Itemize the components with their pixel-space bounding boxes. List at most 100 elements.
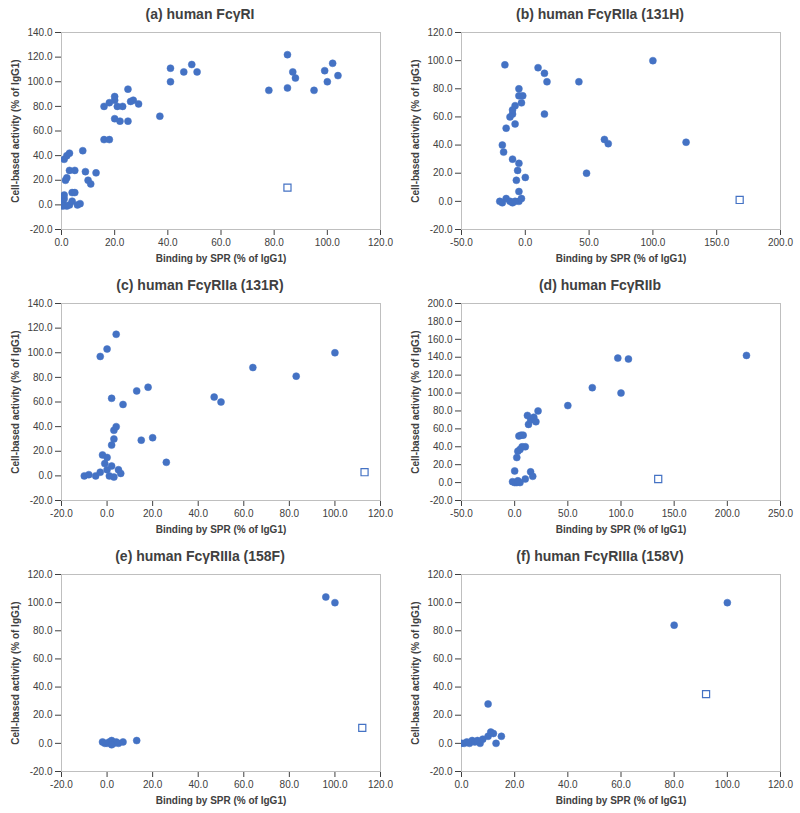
svg-text:60.0: 60.0 — [33, 653, 53, 664]
svg-text:Cell-based activity (% of IgG1: Cell-based activity (% of IgG1) — [9, 59, 20, 202]
svg-text:-20.0: -20.0 — [429, 766, 452, 777]
svg-text:Cell-based activity (% of IgG1: Cell-based activity (% of IgG1) — [409, 59, 420, 202]
svg-text:40.0: 40.0 — [433, 441, 453, 452]
svg-text:50.0: 50.0 — [579, 237, 599, 248]
svg-text:0.0: 0.0 — [438, 477, 452, 488]
svg-text:0.0: 0.0 — [438, 738, 452, 749]
svg-text:120.0: 120.0 — [367, 237, 392, 248]
svg-text:60.0: 60.0 — [234, 508, 254, 519]
svg-text:20.0: 20.0 — [433, 709, 453, 720]
svg-text:120.0: 120.0 — [367, 508, 392, 519]
svg-text:Binding by SPR (% of IgG1): Binding by SPR (% of IgG1) — [155, 795, 286, 806]
svg-text:20.0: 20.0 — [433, 459, 453, 470]
svg-text:-20.0: -20.0 — [29, 495, 52, 506]
svg-text:0.0: 0.0 — [54, 237, 68, 248]
svg-text:-20.0: -20.0 — [29, 766, 52, 777]
svg-text:120.0: 120.0 — [427, 27, 452, 38]
svg-text:100.0: 100.0 — [608, 508, 633, 519]
svg-text:60.0: 60.0 — [433, 111, 453, 122]
svg-text:0.0: 0.0 — [518, 237, 532, 248]
svg-text:100.0: 100.0 — [640, 237, 665, 248]
svg-text:20.0: 20.0 — [33, 709, 53, 720]
svg-text:100.0: 100.0 — [427, 55, 452, 66]
svg-text:80.0: 80.0 — [33, 372, 53, 383]
svg-text:100.0: 100.0 — [27, 597, 52, 608]
svg-text:20.0: 20.0 — [104, 237, 124, 248]
svg-text:100.0: 100.0 — [322, 508, 347, 519]
svg-text:60.0: 60.0 — [611, 779, 631, 790]
svg-text:-20.0: -20.0 — [50, 779, 73, 790]
svg-text:0.0: 0.0 — [100, 508, 114, 519]
svg-text:40.0: 40.0 — [188, 779, 208, 790]
svg-text:80.0: 80.0 — [33, 101, 53, 112]
svg-text:60.0: 60.0 — [433, 423, 453, 434]
svg-text:140.0: 140.0 — [27, 298, 52, 309]
svg-text:-20.0: -20.0 — [29, 224, 52, 235]
svg-text:200.0: 200.0 — [427, 298, 452, 309]
svg-text:100.0: 100.0 — [27, 76, 52, 87]
svg-text:40.0: 40.0 — [433, 681, 453, 692]
svg-text:160.0: 160.0 — [427, 334, 452, 345]
svg-text:20.0: 20.0 — [142, 779, 162, 790]
svg-text:200.0: 200.0 — [714, 508, 739, 519]
svg-text:Binding by SPR (% of IgG1): Binding by SPR (% of IgG1) — [555, 795, 686, 806]
svg-text:20.0: 20.0 — [33, 174, 53, 185]
svg-text:Cell-based activity (% of IgG1: Cell-based activity (% of IgG1) — [409, 601, 420, 744]
svg-text:0.0: 0.0 — [38, 470, 52, 481]
svg-text:120.0: 120.0 — [767, 779, 792, 790]
svg-text:180.0: 180.0 — [427, 316, 452, 327]
svg-text:0.0: 0.0 — [38, 738, 52, 749]
svg-text:40.0: 40.0 — [33, 681, 53, 692]
svg-text:0.0: 0.0 — [438, 196, 452, 207]
svg-text:80.0: 80.0 — [33, 625, 53, 636]
svg-text:60.0: 60.0 — [33, 396, 53, 407]
svg-text:40.0: 40.0 — [33, 150, 53, 161]
svg-text:100.0: 100.0 — [27, 347, 52, 358]
svg-text:60.0: 60.0 — [234, 779, 254, 790]
svg-text:120.0: 120.0 — [367, 779, 392, 790]
svg-text:60.0: 60.0 — [33, 125, 53, 136]
svg-text:100.0: 100.0 — [427, 387, 452, 398]
svg-text:-50.0: -50.0 — [450, 237, 473, 248]
svg-text:140.0: 140.0 — [427, 351, 452, 362]
svg-text:100.0: 100.0 — [322, 779, 347, 790]
svg-text:100.0: 100.0 — [427, 597, 452, 608]
svg-text:40.0: 40.0 — [33, 421, 53, 432]
svg-text:-20.0: -20.0 — [429, 224, 452, 235]
svg-text:0.0: 0.0 — [100, 779, 114, 790]
svg-text:40.0: 40.0 — [188, 508, 208, 519]
svg-text:20.0: 20.0 — [504, 779, 524, 790]
svg-text:100.0: 100.0 — [314, 237, 339, 248]
svg-text:200.0: 200.0 — [767, 237, 792, 248]
svg-text:Binding by SPR (% of IgG1): Binding by SPR (% of IgG1) — [155, 524, 286, 535]
svg-text:100.0: 100.0 — [714, 779, 739, 790]
svg-text:20.0: 20.0 — [142, 508, 162, 519]
svg-text:120.0: 120.0 — [27, 322, 52, 333]
svg-text:Cell-based activity (% of IgG1: Cell-based activity (% of IgG1) — [9, 601, 20, 744]
svg-text:40.0: 40.0 — [433, 139, 453, 150]
svg-text:60.0: 60.0 — [433, 653, 453, 664]
svg-text:Binding by SPR (% of IgG1): Binding by SPR (% of IgG1) — [555, 524, 686, 535]
svg-text:120.0: 120.0 — [427, 569, 452, 580]
svg-text:0.0: 0.0 — [507, 508, 521, 519]
svg-text:40.0: 40.0 — [558, 779, 578, 790]
svg-text:40.0: 40.0 — [158, 237, 178, 248]
svg-text:80.0: 80.0 — [664, 779, 684, 790]
svg-text:250.0: 250.0 — [767, 508, 792, 519]
svg-text:80.0: 80.0 — [433, 405, 453, 416]
svg-text:80.0: 80.0 — [433, 625, 453, 636]
svg-text:-20.0: -20.0 — [429, 495, 452, 506]
svg-text:140.0: 140.0 — [27, 27, 52, 38]
svg-text:150.0: 150.0 — [704, 237, 729, 248]
svg-text:-20.0: -20.0 — [50, 508, 73, 519]
svg-text:60.0: 60.0 — [211, 237, 231, 248]
svg-text:80.0: 80.0 — [433, 83, 453, 94]
svg-text:-50.0: -50.0 — [450, 508, 473, 519]
svg-text:Cell-based activity (% of IgG1: Cell-based activity (% of IgG1) — [9, 330, 20, 473]
svg-text:50.0: 50.0 — [558, 508, 578, 519]
svg-text:Binding by SPR (% of IgG1): Binding by SPR (% of IgG1) — [155, 253, 286, 264]
svg-text:80.0: 80.0 — [279, 779, 299, 790]
svg-text:120.0: 120.0 — [27, 569, 52, 580]
svg-text:20.0: 20.0 — [433, 167, 453, 178]
svg-text:Cell-based activity (% of IgG1: Cell-based activity (% of IgG1) — [409, 330, 420, 473]
